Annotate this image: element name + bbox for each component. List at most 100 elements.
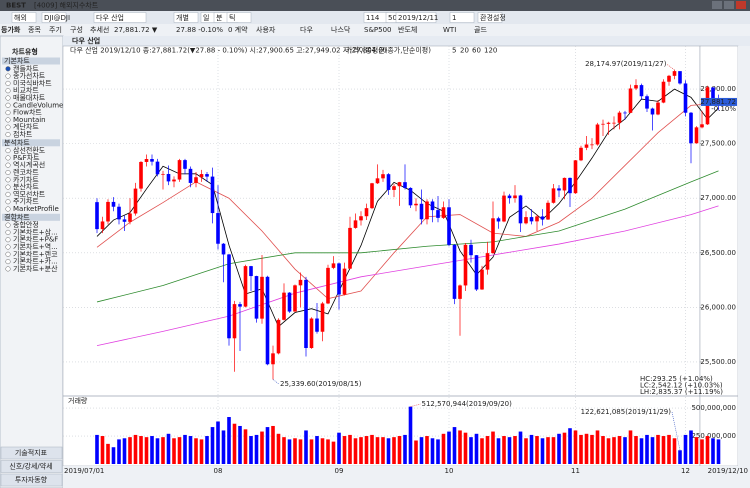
chart-type[interactable]: 미국식바차트 bbox=[13, 78, 52, 87]
radio[interactable] bbox=[5, 155, 11, 161]
radio[interactable] bbox=[5, 229, 11, 235]
maximize-button[interactable] bbox=[724, 1, 734, 9]
candle-body bbox=[529, 217, 534, 222]
chart-type[interactable]: 계단차트 bbox=[13, 122, 39, 131]
chart-type[interactable]: 기본차트+역... bbox=[13, 242, 58, 251]
radio[interactable] bbox=[5, 124, 11, 130]
volume-bar bbox=[540, 438, 545, 464]
radio[interactable] bbox=[5, 199, 11, 205]
radio[interactable] bbox=[5, 131, 11, 138]
radio[interactable] bbox=[5, 66, 11, 72]
candle-body bbox=[397, 182, 402, 187]
toolbar-item[interactable]: 다우 bbox=[300, 25, 313, 34]
chart-type[interactable]: 종가선차트 bbox=[13, 71, 46, 80]
sidebar-button[interactable] bbox=[0, 460, 63, 473]
chart-type[interactable]: 기본차트+렌코 bbox=[13, 249, 58, 258]
candle-body bbox=[265, 276, 270, 365]
chart-type[interactable]: 매물대차트 bbox=[13, 93, 46, 102]
toolbar-item[interactable]: 추세선 bbox=[90, 25, 109, 34]
candle-body bbox=[419, 203, 424, 220]
radio[interactable] bbox=[5, 117, 11, 123]
candle-body bbox=[95, 202, 99, 230]
toolbar-field[interactable] bbox=[41, 12, 67, 23]
sidebar-button[interactable] bbox=[0, 446, 63, 460]
radio[interactable] bbox=[5, 184, 11, 190]
toolbar-field[interactable] bbox=[93, 12, 147, 23]
candle-body bbox=[216, 213, 220, 244]
chart-type[interactable]: 종합안정 bbox=[13, 220, 39, 229]
chart-type[interactable]: 주기차트 bbox=[13, 197, 39, 206]
toolbar-field[interactable] bbox=[477, 12, 503, 23]
chart-type[interactable]: 기본차트+분산 bbox=[13, 264, 58, 273]
toolbar-field[interactable] bbox=[449, 12, 475, 23]
chart-type[interactable]: 카기차트 bbox=[13, 175, 39, 184]
candle-body bbox=[441, 207, 446, 218]
candle-body bbox=[623, 112, 627, 114]
radio[interactable] bbox=[5, 162, 11, 168]
toolbar-item[interactable]: 반도체 bbox=[398, 25, 417, 34]
toolbar-item[interactable]: 주기 bbox=[49, 25, 62, 34]
radio[interactable] bbox=[5, 73, 11, 79]
toolbar-item[interactable]: 골드 bbox=[474, 26, 487, 34]
toolbar-field[interactable] bbox=[11, 12, 37, 23]
chart-type[interactable]: 기본차트+카... bbox=[13, 257, 58, 266]
radio[interactable] bbox=[5, 206, 11, 212]
chart-type[interactable]: 캔들차트 bbox=[13, 64, 39, 73]
toolbar-item[interactable]: 나스닥 bbox=[331, 25, 351, 34]
toolbar-item[interactable]: 구성 bbox=[70, 25, 83, 34]
volume-bar bbox=[430, 438, 435, 464]
y-tick-label: 500,000,000 bbox=[691, 404, 736, 412]
chart-type[interactable]: Flow차트 bbox=[13, 108, 42, 117]
radio[interactable] bbox=[5, 259, 11, 265]
radio[interactable] bbox=[5, 80, 11, 86]
chart-type[interactable]: 렌코차트 bbox=[13, 168, 39, 177]
toolbar-field[interactable] bbox=[173, 12, 199, 23]
toolbar-item: 다우 산업 bbox=[96, 13, 124, 22]
radio[interactable] bbox=[5, 88, 11, 94]
toolbar-field[interactable] bbox=[395, 12, 437, 23]
toolbar-item[interactable]: 종목 bbox=[28, 26, 41, 34]
volume-bar bbox=[573, 430, 578, 464]
volume-bar bbox=[419, 437, 424, 464]
radio[interactable] bbox=[5, 251, 11, 257]
chart-type[interactable]: 분산차트 bbox=[13, 182, 39, 191]
chart-type[interactable]: 기본차트+삼... bbox=[13, 227, 58, 236]
chart-type[interactable]: Mountain bbox=[13, 116, 46, 124]
radio[interactable] bbox=[5, 177, 11, 183]
radio[interactable] bbox=[5, 222, 11, 228]
radio[interactable] bbox=[5, 169, 11, 176]
toolbar-field[interactable] bbox=[226, 12, 252, 23]
chart-type[interactable]: 역시계곡선 bbox=[13, 160, 45, 169]
candle-body bbox=[260, 276, 264, 319]
chart-type[interactable]: 점차트 bbox=[13, 130, 33, 139]
volume-title: 거래량 bbox=[68, 396, 88, 405]
chart-type[interactable]: 삼선전환도 bbox=[13, 146, 46, 155]
toolbar-item[interactable]: 등가화 bbox=[1, 25, 21, 34]
chart-type[interactable]: 비교차트 bbox=[13, 86, 39, 95]
chart-type[interactable]: MarketProfile bbox=[13, 205, 59, 213]
radio[interactable] bbox=[5, 191, 11, 197]
candle-body bbox=[249, 266, 253, 277]
radio[interactable] bbox=[5, 110, 11, 116]
volume-bar bbox=[238, 425, 242, 464]
sidebar-button-label: 투자자동향 bbox=[15, 475, 48, 484]
chart-type[interactable]: 역모선차트 bbox=[13, 189, 46, 198]
close-button[interactable] bbox=[736, 1, 746, 9]
radio[interactable] bbox=[5, 237, 11, 243]
candle-body bbox=[672, 71, 677, 76]
sidebar-button[interactable] bbox=[0, 473, 63, 487]
toolbar-item[interactable]: S&P500 bbox=[364, 26, 391, 34]
radio[interactable] bbox=[5, 95, 11, 101]
chart-type[interactable]: 기본차트+P&F bbox=[13, 235, 58, 244]
candle-body bbox=[711, 87, 715, 99]
x-tick-label: 08 bbox=[214, 467, 223, 475]
radio[interactable] bbox=[5, 102, 11, 108]
chart-type[interactable]: CandleVolume bbox=[13, 101, 63, 109]
chart-type[interactable]: P&F차트 bbox=[13, 153, 40, 162]
radio[interactable] bbox=[5, 266, 11, 272]
toolbar-item[interactable]: WTI bbox=[443, 26, 456, 34]
radio[interactable] bbox=[5, 244, 11, 250]
minimize-button[interactable] bbox=[712, 1, 722, 9]
volume-bar bbox=[298, 439, 303, 464]
radio[interactable] bbox=[5, 148, 11, 154]
